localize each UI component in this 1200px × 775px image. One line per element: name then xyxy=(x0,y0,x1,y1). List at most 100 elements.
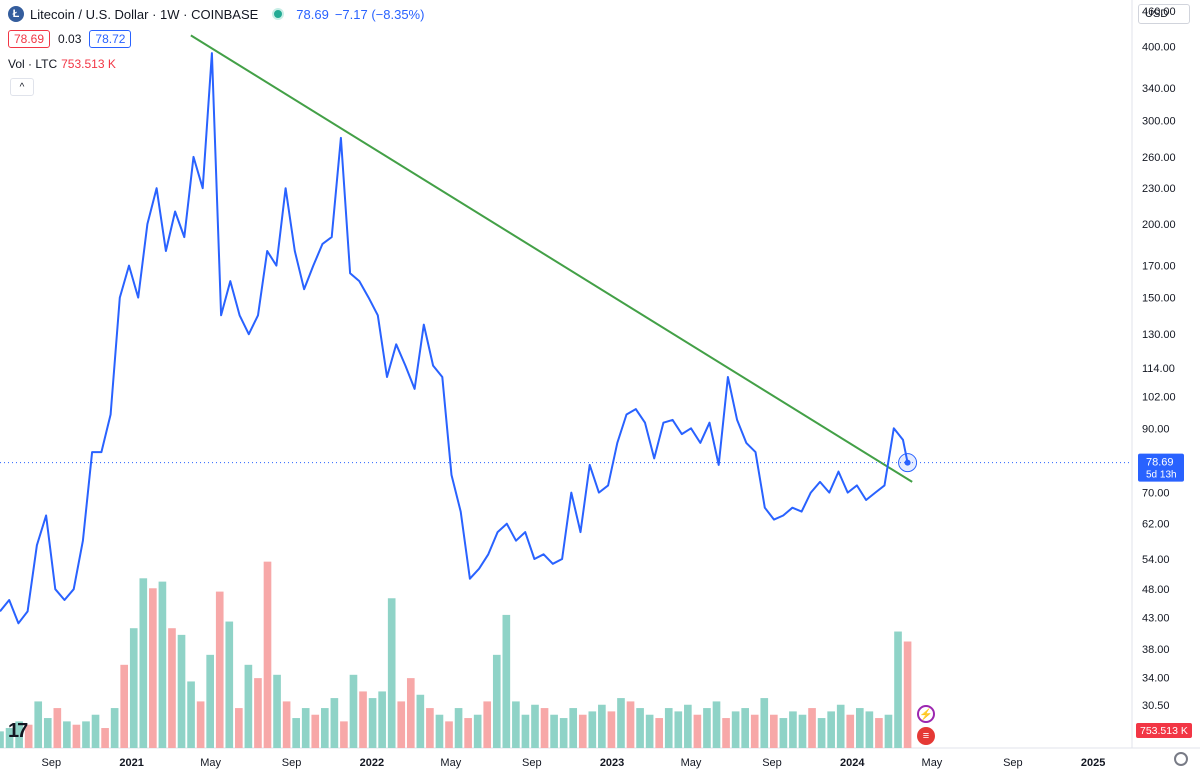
volume-bar xyxy=(359,691,367,748)
volume-bar xyxy=(531,704,539,748)
volume-bar xyxy=(311,714,320,748)
volume-bar xyxy=(168,628,176,748)
x-tick-label: Sep xyxy=(282,757,302,769)
volume-bar xyxy=(24,724,33,748)
volume-bar xyxy=(865,711,874,748)
volume-value: 753.513 K xyxy=(61,57,116,71)
volume-bar xyxy=(846,714,855,748)
volume-bar xyxy=(129,628,138,748)
x-tick-label: 2022 xyxy=(360,757,384,769)
y-tick-label: 48.00 xyxy=(1142,584,1170,596)
x-tick-label: May xyxy=(922,757,943,769)
x-tick-label: Sep xyxy=(762,757,782,769)
litecoin-logo-icon: Ł xyxy=(8,6,24,22)
volume-bar xyxy=(101,728,109,748)
volume-bar xyxy=(254,678,262,748)
y-tick-label: 400.00 xyxy=(1142,42,1176,54)
market-open-icon xyxy=(272,8,285,20)
volume-bar xyxy=(645,714,654,748)
y-tick-label: 70.00 xyxy=(1142,488,1170,500)
tradingview-logo-icon[interactable]: 17 xyxy=(8,720,28,742)
volume-bar xyxy=(292,718,300,748)
volume-bar xyxy=(492,654,501,748)
volume-bar xyxy=(72,724,81,748)
trend-line xyxy=(190,34,913,483)
sell-button[interactable]: 78.69 xyxy=(8,30,51,48)
price-line xyxy=(0,52,909,625)
x-tick-label: 2023 xyxy=(600,757,624,769)
y-tick-label: 130.00 xyxy=(1142,329,1176,341)
volume-bar xyxy=(320,708,329,748)
x-tick-label: 2024 xyxy=(840,757,865,769)
volume-bar xyxy=(588,711,597,748)
volume-bar xyxy=(177,634,186,748)
y-tick-label: 460.00 xyxy=(1142,6,1176,18)
price-tag-countdown: 5d 13h xyxy=(1146,470,1177,481)
buy-button[interactable]: 78.72 xyxy=(89,30,132,48)
volume-bar xyxy=(684,704,692,748)
y-tick-label: 43.00 xyxy=(1142,612,1170,624)
y-tick-label: 150.00 xyxy=(1142,293,1176,305)
volume-bar xyxy=(770,714,778,748)
volume-bar xyxy=(836,704,845,748)
y-tick-label: 38.00 xyxy=(1142,644,1170,656)
volume-bar xyxy=(903,641,912,748)
volume-bar xyxy=(559,718,568,748)
volume-bar xyxy=(435,714,444,748)
volume-bar xyxy=(617,698,625,748)
x-tick-label: May xyxy=(440,757,461,769)
volume-bar xyxy=(598,704,606,748)
volume-bar xyxy=(110,708,119,748)
price-tag xyxy=(1138,453,1184,482)
us-flag-icon[interactable]: ≡ xyxy=(917,727,935,745)
volume-bar xyxy=(349,674,358,748)
volume-bar xyxy=(502,614,511,748)
volume-bar xyxy=(750,714,759,748)
volume-bar xyxy=(817,718,826,748)
volume-bar xyxy=(512,701,520,748)
volume-bar xyxy=(215,591,224,748)
symbol-title[interactable]: Litecoin / U.S. Dollar · 1W · COINBASE xyxy=(30,6,259,22)
volume-bar xyxy=(636,708,644,748)
volume-bar xyxy=(779,718,788,748)
volume-bar xyxy=(416,694,425,748)
currency-selector[interactable]: USD xyxy=(1138,4,1190,24)
volume-bar xyxy=(387,598,396,748)
volume-bar xyxy=(703,708,711,748)
last-price: 78.69 xyxy=(296,6,329,22)
collapse-legend-button[interactable]: ^ xyxy=(10,78,34,96)
order-buttons: 78.69 0.03 78.72 xyxy=(8,30,132,48)
volume-bar xyxy=(244,664,253,748)
volume-bar xyxy=(378,691,386,748)
volume-bar xyxy=(712,701,721,748)
y-tick-label: 54.00 xyxy=(1142,554,1170,566)
x-tick-label: May xyxy=(681,757,702,769)
spread-value: 0.03 xyxy=(58,32,82,46)
volume-bar xyxy=(808,708,816,748)
volume-bar xyxy=(855,708,864,748)
chevron-up-icon: ^ xyxy=(19,81,25,93)
volume-tag xyxy=(1136,723,1192,738)
volume-bar xyxy=(368,698,377,748)
volume-bar xyxy=(664,708,673,748)
volume-bar xyxy=(798,714,807,748)
volume-bar xyxy=(139,578,148,748)
volume-bar xyxy=(483,701,492,748)
y-tick-label: 30.50 xyxy=(1142,700,1170,712)
gear-icon[interactable] xyxy=(1174,752,1188,766)
volume-bar xyxy=(196,701,205,748)
y-tick-label: 260.00 xyxy=(1142,152,1176,164)
volume-bar xyxy=(789,711,797,748)
last-price-dot xyxy=(904,459,911,466)
y-tick-label: 102.00 xyxy=(1142,391,1176,403)
y-tick-label: 114.00 xyxy=(1142,363,1175,375)
volume-bar xyxy=(731,711,740,748)
volume-bar xyxy=(82,721,90,748)
flash-icon[interactable]: ⚡ xyxy=(917,705,935,723)
volume-bar xyxy=(397,701,406,748)
volume-bar xyxy=(578,714,587,748)
volume-bar xyxy=(235,708,243,748)
volume-bar xyxy=(569,708,578,748)
volume-bar xyxy=(273,674,281,748)
